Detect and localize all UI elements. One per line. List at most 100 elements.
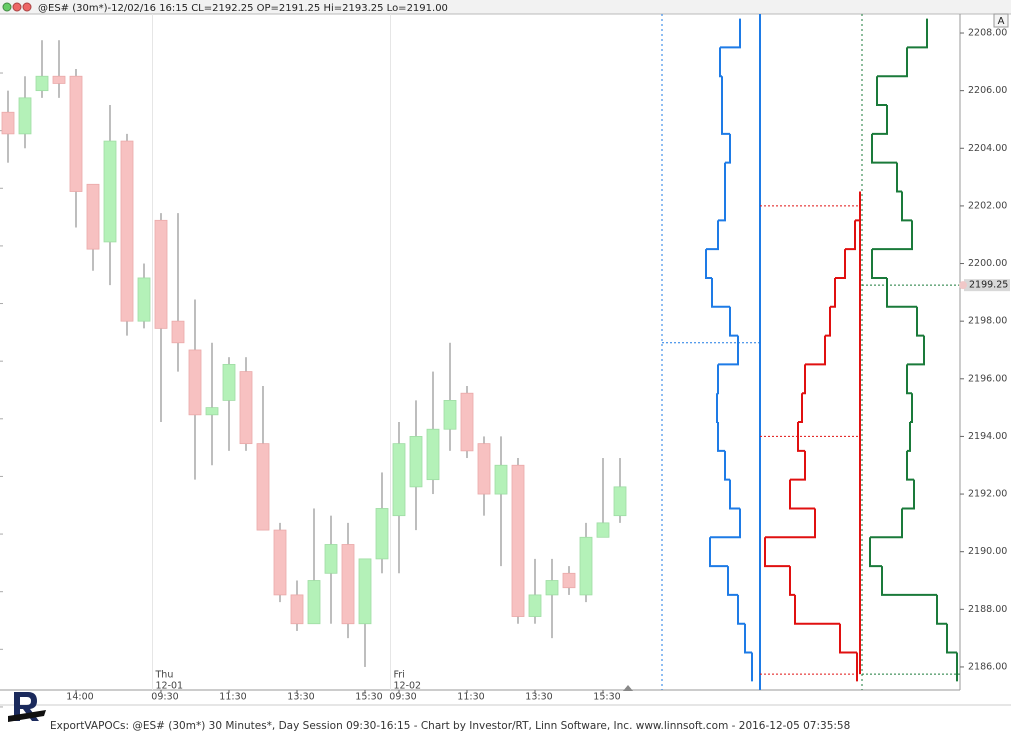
candle-body — [120, 140, 134, 322]
candle-body — [52, 75, 66, 84]
profile-step — [719, 47, 722, 78]
profile-step — [705, 249, 712, 279]
candle-body — [137, 277, 151, 322]
day-name: Fri — [394, 670, 405, 681]
profile-step — [721, 105, 730, 135]
profile-step — [717, 422, 725, 452]
title-bar — [0, 0, 1011, 14]
profile-step — [790, 450, 806, 481]
candle-body — [103, 140, 117, 243]
profile-step — [910, 393, 913, 424]
candle-body — [392, 443, 406, 517]
profile-step — [709, 537, 728, 568]
candle-body — [562, 572, 576, 589]
x-tick-label: 15:30 — [593, 692, 620, 703]
button[interactable] — [993, 13, 1009, 28]
y-tick-label: 2192.00 — [968, 489, 1007, 500]
day-date: 12-01 — [156, 681, 184, 692]
candle-body — [341, 544, 355, 625]
profile-step — [797, 422, 805, 452]
candle-body — [443, 400, 457, 430]
y-tick-label: 2190.00 — [968, 546, 1007, 557]
candle-body — [18, 97, 32, 135]
candle-body — [307, 580, 321, 625]
chart-title: @ES# (30m*)-12/02/16 16:15 CL=2192.25 OP… — [38, 3, 448, 14]
profile-step — [789, 566, 795, 596]
profile-step — [720, 18, 741, 49]
scroll-marker — [623, 685, 633, 691]
profile-step — [916, 306, 924, 337]
profile-step — [727, 566, 738, 596]
profile-step — [706, 220, 719, 251]
status-dot — [22, 2, 32, 12]
candle-body — [86, 183, 100, 250]
profile-step — [906, 450, 914, 481]
profile-step — [710, 508, 741, 539]
profile-step — [872, 105, 888, 135]
y-tick-label: 2188.00 — [968, 604, 1007, 615]
x-tick-label: 09:30 — [389, 692, 416, 703]
candle-body — [375, 508, 389, 560]
profile-step — [902, 479, 915, 510]
x-tick-label: 13:30 — [525, 692, 552, 703]
y-tick-label: 2200.00 — [968, 258, 1007, 269]
y-tick-label: 2186.00 — [968, 661, 1007, 672]
profile-step — [718, 191, 726, 222]
profile-step — [876, 76, 887, 107]
candle-body — [154, 219, 168, 329]
profile-step — [877, 47, 908, 78]
profile-step — [711, 277, 730, 308]
profile-step — [907, 18, 928, 49]
profile-step — [805, 335, 826, 366]
candle-body — [222, 363, 236, 401]
profile-step — [870, 508, 903, 539]
logo-swoosh — [8, 710, 46, 722]
candle-body — [290, 594, 304, 625]
candle-body — [460, 392, 474, 452]
candle-body — [239, 371, 253, 445]
profile-step — [896, 162, 902, 193]
y-tick-label: 2198.00 — [968, 316, 1007, 327]
candle-body — [324, 544, 338, 574]
candle-body — [188, 349, 202, 416]
profile-step — [789, 479, 815, 510]
candle-body — [511, 464, 525, 617]
profile-step — [737, 594, 745, 625]
candle-body — [171, 320, 185, 344]
price-marker-dot — [959, 281, 967, 290]
profile-step — [725, 133, 731, 164]
candle-body — [613, 486, 627, 517]
button-label[interactable]: A — [998, 16, 1005, 27]
profile-step — [825, 306, 831, 337]
profile-step — [835, 249, 846, 279]
x-tick-label: 11:30 — [219, 692, 246, 703]
candle-body — [545, 580, 559, 596]
profile-step — [729, 479, 740, 510]
y-tick-label: 2204.00 — [968, 143, 1007, 154]
status-dot — [2, 2, 12, 12]
x-tick-label: 13:30 — [287, 692, 314, 703]
profile-step — [718, 335, 739, 366]
footer: ExportVAPOCs: @ES# (30m*) 30 Minutes*, D… — [50, 720, 850, 732]
x-tick-label: 15:30 — [355, 692, 382, 703]
profile-step — [794, 594, 840, 625]
profile-step — [839, 623, 857, 654]
candle-body — [596, 522, 610, 538]
profile-step — [744, 623, 752, 654]
x-tick-label: 14:00 — [66, 692, 93, 703]
candle-body — [494, 464, 508, 495]
status-dot — [12, 2, 22, 12]
candle-body — [273, 529, 287, 596]
profile-step — [764, 537, 790, 568]
profile-step — [946, 623, 957, 654]
profile-step — [901, 191, 912, 222]
profile-step — [729, 306, 738, 337]
price-marker-label: 2199.25 — [969, 280, 1008, 291]
profile-step — [871, 249, 887, 279]
profile-step — [936, 594, 947, 625]
candle-body — [426, 428, 440, 481]
profile-step — [872, 220, 913, 251]
profile-step — [830, 277, 836, 308]
